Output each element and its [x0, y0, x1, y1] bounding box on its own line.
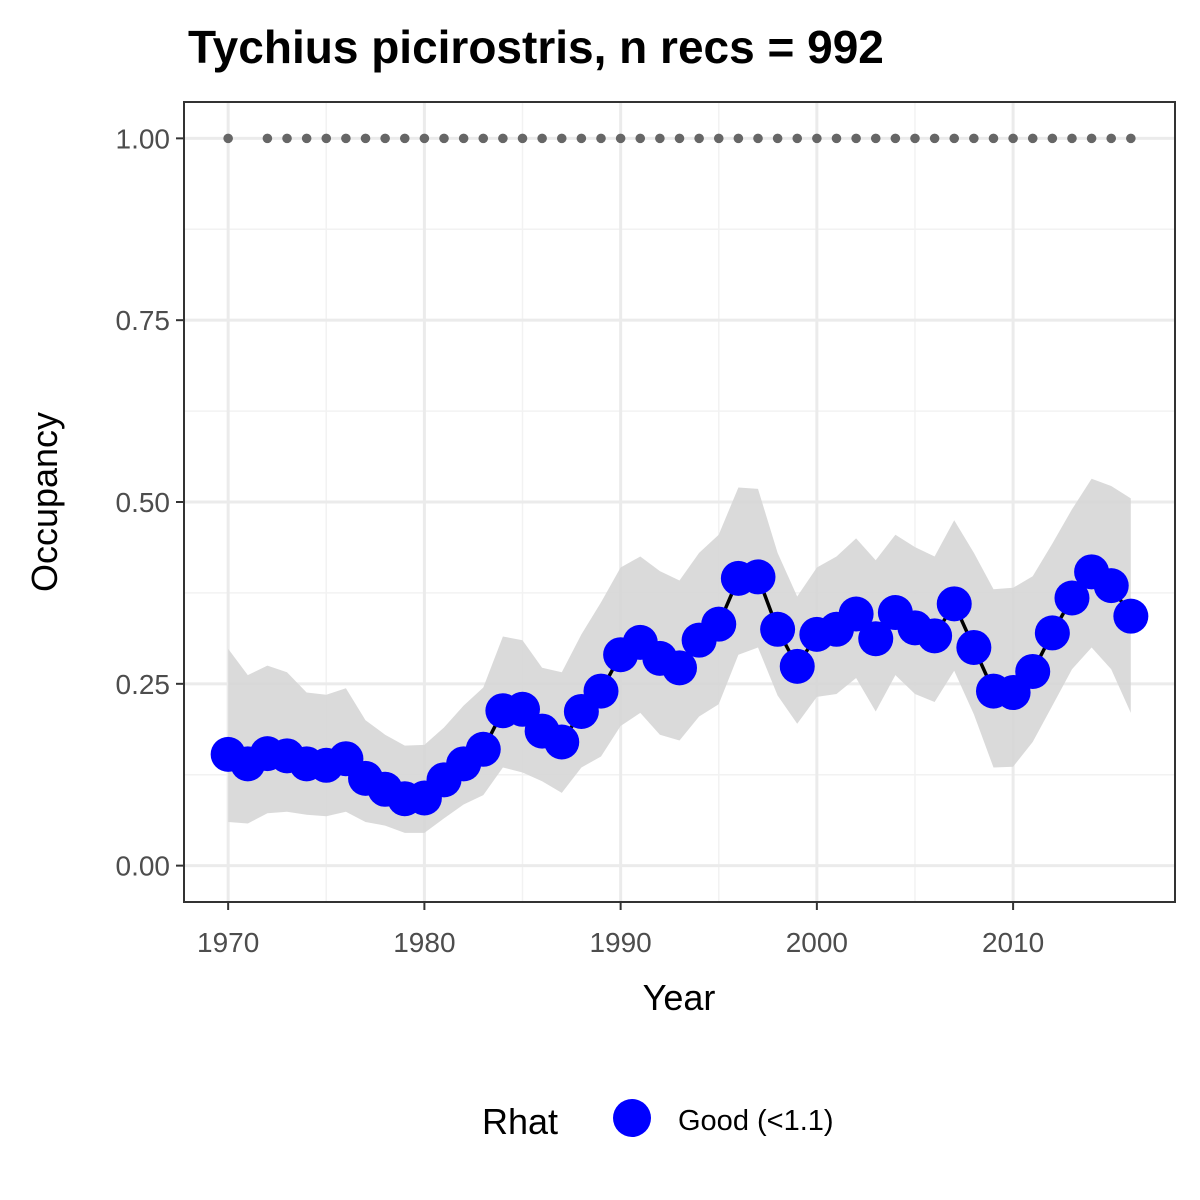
record-dot: [282, 133, 292, 144]
record-dot: [341, 133, 351, 144]
legend: Rhat Good (<1.1): [482, 1099, 834, 1142]
occupancy-point: [544, 724, 580, 760]
occupancy-point: [936, 586, 972, 622]
record-dot: [301, 133, 312, 144]
record-dot: [792, 133, 803, 144]
occupancy-point: [1093, 568, 1129, 604]
occupancy-point: [662, 650, 697, 686]
record-dot: [419, 133, 430, 144]
y-tick-label: 0.75: [116, 305, 171, 336]
record-dot: [1008, 133, 1018, 144]
legend-title: Rhat: [482, 1101, 558, 1142]
record-dot: [694, 133, 704, 144]
record-dot: [733, 133, 744, 144]
x-tick-label: 1980: [393, 927, 455, 958]
record-dot: [1027, 133, 1038, 144]
record-dot: [223, 133, 233, 144]
record-dot: [498, 133, 508, 144]
record-dot: [1126, 133, 1136, 144]
y-tick-label: 1.00: [116, 123, 171, 154]
record-dot: [517, 133, 528, 144]
occupancy-point: [956, 629, 992, 665]
record-dot: [458, 133, 469, 144]
record-dot: [772, 133, 783, 144]
occupancy-point: [858, 621, 894, 657]
record-dot: [870, 133, 881, 144]
record-dot: [674, 133, 685, 144]
record-dots-layer: [223, 133, 1136, 144]
record-dot: [537, 133, 547, 144]
occupancy-point: [583, 673, 619, 709]
record-dot: [812, 133, 822, 144]
y-axis: 0.00 0.25 0.50 0.75 1.00: [116, 123, 184, 882]
record-dot: [890, 133, 901, 144]
occupancy-point: [1054, 580, 1090, 616]
x-tick-label: 1990: [589, 927, 651, 958]
x-tick-label: 2010: [982, 927, 1044, 958]
occupancy-point: [917, 618, 953, 654]
record-dot: [556, 133, 567, 144]
record-dot: [753, 133, 763, 144]
x-tick-label: 1970: [197, 927, 259, 958]
occupancy-point: [779, 648, 815, 684]
occupancy-point: [465, 731, 501, 767]
record-dot: [831, 133, 842, 144]
record-dot: [910, 133, 920, 144]
record-dot: [949, 133, 960, 144]
occupancy-point: [701, 606, 737, 642]
record-dot: [1047, 133, 1058, 144]
record-dot: [478, 133, 489, 144]
record-dot: [655, 133, 665, 144]
record-dot: [851, 133, 861, 144]
occupancy-point: [740, 559, 776, 595]
x-axis: 1970 1980 1990 2000 2010: [197, 902, 1044, 958]
occupancy-point: [1015, 653, 1051, 689]
x-axis-title: Year: [643, 977, 716, 1018]
occupancy-point: [838, 596, 874, 632]
record-dot: [1067, 133, 1077, 144]
occupancy-point: [1034, 615, 1070, 651]
chart-title: Tychius picirostris, n recs = 992: [188, 21, 884, 73]
record-dot: [576, 133, 587, 144]
record-dot: [615, 133, 626, 144]
occupancy-point: [760, 611, 796, 647]
record-dot: [929, 133, 940, 144]
record-dot: [321, 133, 332, 144]
occupancy-point: [1113, 598, 1149, 634]
record-dot: [713, 133, 724, 144]
y-tick-label: 0.25: [116, 669, 171, 700]
y-tick-label: 0.50: [116, 487, 171, 518]
y-tick-label: 0.00: [116, 851, 171, 882]
record-dot: [1086, 133, 1097, 144]
legend-label-good: Good (<1.1): [678, 1105, 834, 1137]
record-dot: [360, 133, 371, 144]
record-dot: [969, 133, 979, 144]
record-dot: [439, 133, 449, 144]
occupancy-points-layer: [210, 554, 1149, 817]
record-dot: [988, 133, 999, 144]
record-dot: [1106, 133, 1117, 144]
x-tick-label: 2000: [786, 927, 848, 958]
record-dot: [262, 133, 273, 144]
record-dot: [399, 133, 410, 144]
record-dot: [380, 133, 390, 144]
y-axis-title: Occupancy: [24, 412, 65, 592]
record-dot: [596, 133, 606, 144]
record-dot: [635, 133, 646, 144]
legend-key-good: [613, 1099, 651, 1137]
